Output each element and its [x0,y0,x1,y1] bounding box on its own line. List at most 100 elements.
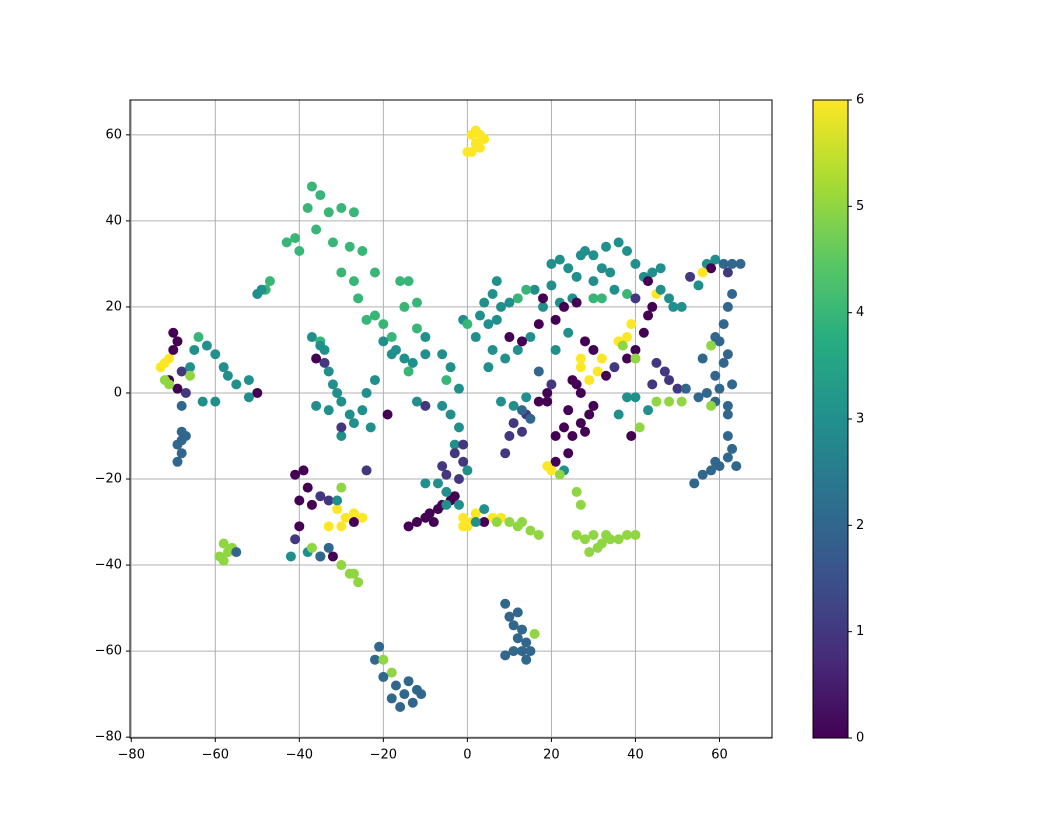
point [374,641,385,652]
point [630,344,641,355]
point [252,289,263,300]
point [348,418,359,429]
point [420,332,431,343]
point [512,344,523,355]
point [512,607,523,618]
point [630,293,641,304]
point [210,396,221,407]
point [601,370,612,381]
point [601,529,612,540]
point [403,366,414,377]
point [517,646,528,657]
point [664,396,675,407]
point [218,362,229,373]
point [470,517,481,528]
point [525,646,536,657]
colorbar [812,99,849,739]
point [622,332,633,343]
point [382,409,393,420]
point [479,134,490,145]
point [495,396,506,407]
point [315,491,326,502]
point [193,332,204,343]
point [176,435,187,446]
point [550,314,561,325]
point [504,430,515,441]
point [323,207,334,218]
colorbar-tick-label: 3 [856,412,864,427]
point [479,504,490,515]
point [655,284,666,295]
point [311,353,322,364]
y-tick-label: −80 [95,730,122,745]
point [609,284,620,295]
point [634,422,645,433]
point [340,512,351,523]
point [176,448,187,459]
point [332,495,343,506]
point [378,336,389,347]
point [390,680,401,691]
point [567,430,578,441]
colorbar-tick-label: 0 [856,731,864,746]
point [529,284,540,295]
point [609,362,620,373]
point [281,237,292,248]
point [689,478,700,489]
point [701,387,712,398]
point [437,461,448,472]
point [718,258,729,269]
y-tick-label: 20 [105,299,122,314]
point [306,332,317,343]
point [538,293,549,304]
point [542,387,553,398]
point [185,370,196,381]
point [315,340,326,351]
point [596,293,607,304]
point [458,512,469,523]
point [441,486,452,497]
point [584,375,595,386]
point [575,499,586,510]
point [483,319,494,330]
point [315,190,326,201]
x-tick-label: 40 [627,748,644,763]
point [685,271,696,282]
point [172,456,183,467]
point [500,448,511,459]
point [327,379,338,390]
point [664,293,675,304]
point [353,577,364,588]
point [369,375,380,386]
point [508,400,519,411]
point [424,508,435,519]
point [365,422,376,433]
x-tick-label: 0 [463,748,471,763]
point [411,684,422,695]
point [231,379,242,390]
point [567,375,578,386]
point [718,357,729,368]
y-tick-label: 60 [105,127,122,142]
point [718,319,729,330]
point [571,297,582,308]
x-tick-label: −80 [118,748,145,763]
axes-frame [129,99,773,739]
y-tick-label: −20 [95,472,122,487]
point [336,482,347,493]
point [441,499,452,510]
point [575,353,586,364]
point [462,319,473,330]
point [386,667,397,678]
colorbar-tick-label: 6 [856,93,864,108]
point [449,439,460,450]
point [336,396,347,407]
point [588,293,599,304]
point [483,362,494,373]
point [164,353,175,364]
point [538,301,549,312]
point [420,478,431,489]
point [357,246,368,257]
point [722,349,733,360]
point [306,542,317,553]
